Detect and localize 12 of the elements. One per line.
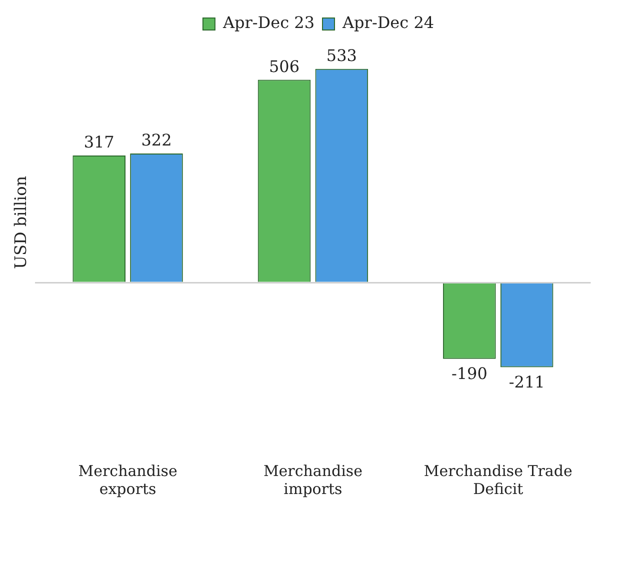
y-axis-title: USD billion xyxy=(10,176,30,270)
data-label: 322 xyxy=(141,130,172,150)
data-label: 533 xyxy=(326,46,357,66)
x-tick-label: Merchandise Trade Deficit xyxy=(424,462,572,498)
legend-label: Apr-Dec 23 xyxy=(222,13,315,32)
x-tick-label: Merchandise imports xyxy=(263,462,363,498)
data-label: -190 xyxy=(451,364,488,384)
legend-label: Apr-Dec 24 xyxy=(342,13,434,32)
data-label: -211 xyxy=(508,372,545,392)
data-label: 317 xyxy=(84,132,114,152)
data-label: 506 xyxy=(268,56,300,76)
x-tick-label: Merchandise exports xyxy=(78,462,178,498)
